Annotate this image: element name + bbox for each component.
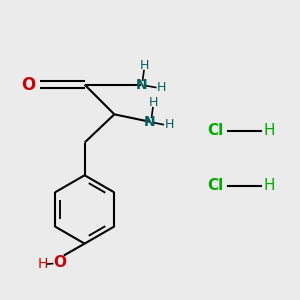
Text: Cl: Cl xyxy=(207,178,224,193)
Text: H: H xyxy=(157,81,167,94)
Text: H: H xyxy=(263,123,275,138)
Text: N: N xyxy=(144,115,156,129)
Text: N: N xyxy=(135,78,147,92)
Text: O: O xyxy=(21,76,35,94)
Text: H: H xyxy=(165,118,174,131)
Text: H: H xyxy=(263,178,275,193)
Text: Cl: Cl xyxy=(207,123,224,138)
Text: H: H xyxy=(38,257,48,272)
Text: O: O xyxy=(53,255,66,270)
Text: H: H xyxy=(140,59,149,72)
Text: H: H xyxy=(148,96,158,109)
